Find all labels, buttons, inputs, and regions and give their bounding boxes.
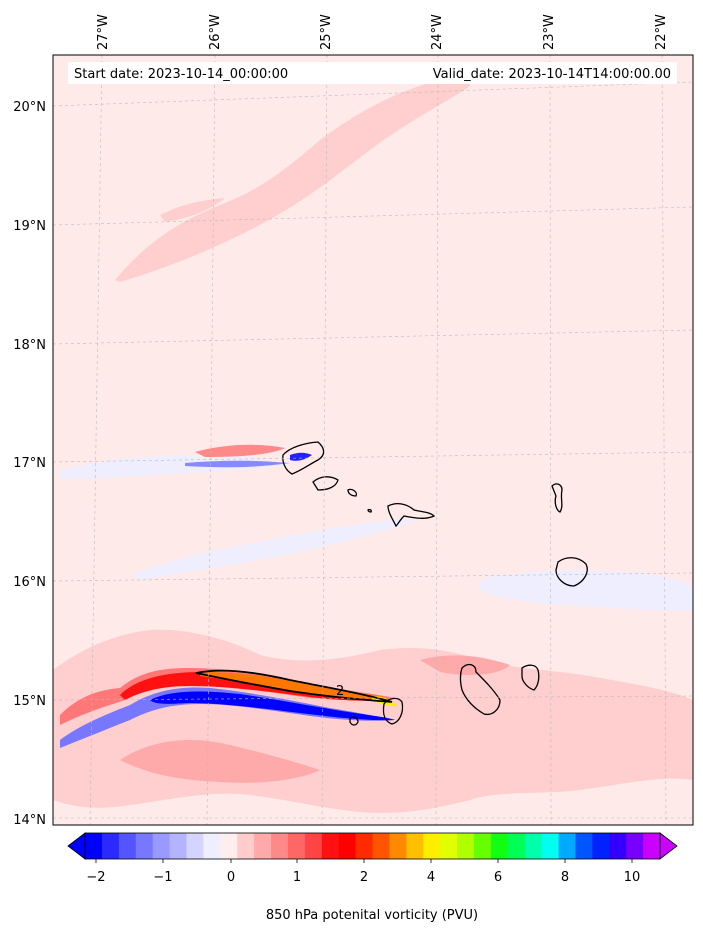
colorbar-segment [541, 833, 560, 859]
lat-label: 20°N [13, 100, 46, 115]
colorbar-segment [423, 833, 441, 859]
island-santa-luzia [347, 488, 358, 497]
colorbar-tick-labels: −2 −1 0 1 2 4 6 8 10 [86, 870, 640, 885]
lon-label: 27°W [96, 14, 111, 50]
colorbar-ticks [95, 859, 633, 863]
island-brava [349, 716, 359, 726]
colorbar-segment [406, 833, 424, 859]
island-maio [521, 664, 540, 691]
wake-north-core-blue [290, 452, 312, 461]
lon-label: 23°W [542, 14, 557, 50]
lat-label: 14°N [13, 813, 46, 828]
pv-band-north-edge [160, 198, 225, 222]
colorbar-segment [152, 833, 171, 859]
island-boa-vista [555, 557, 588, 587]
colorbar: −2 −1 0 1 2 4 6 8 10 850 hPa potenital v… [67, 832, 678, 923]
island-santo-antao [282, 441, 325, 475]
pv-negative-patch-east [480, 570, 693, 611]
colorbar-segment [101, 833, 120, 859]
header-box [68, 62, 677, 84]
cbar-tick-label: 8 [561, 870, 569, 885]
cbar-tick-label: −1 [153, 870, 172, 885]
colorbar-segment [457, 833, 475, 859]
lat-label: 15°N [13, 694, 46, 709]
colorbar-extend-low [67, 832, 86, 860]
island-sal [551, 483, 563, 513]
map-panel: 2 [53, 55, 693, 825]
lat-label: 18°N [13, 338, 46, 353]
colorbar-segment [321, 833, 340, 859]
colorbar-segment [271, 833, 289, 859]
colorbar-segment [355, 833, 373, 859]
cbar-tick-label: 2 [360, 870, 368, 885]
pv-contour-2 [195, 669, 393, 703]
colorbar-segment [490, 833, 509, 859]
pv-negative-patch-mid [130, 518, 420, 580]
colorbar-segment [609, 833, 627, 859]
pv-region-south-medium [120, 740, 320, 783]
island-sao-nicolau [387, 503, 436, 528]
valid-date-label: Valid_date: 2023-10-14T14:00:00.00 [433, 67, 671, 82]
colorbar-segment [440, 833, 458, 859]
islands [282, 441, 588, 726]
cbar-tick-label: 6 [494, 870, 502, 885]
cbar-tick-label: 4 [427, 870, 435, 885]
colorbar-segment [389, 833, 407, 859]
island-branco [367, 508, 372, 513]
cbar-tick-label: −2 [86, 870, 105, 885]
filament-blue-outer [60, 687, 395, 748]
lon-label: 24°W [430, 14, 445, 50]
cbar-tick-label: 0 [227, 870, 235, 885]
start-date-label: Start date: 2023-10-14_00:00:00 [74, 67, 288, 82]
pv-band-north [115, 78, 470, 282]
island-sao-vicente [312, 476, 339, 491]
colorbar-segment [220, 833, 238, 859]
filament-orange [200, 672, 390, 699]
colorbar-segment [118, 833, 137, 859]
lat-label: 16°N [13, 575, 46, 590]
colorbar-segment [254, 833, 272, 859]
lat-label: 19°N [13, 219, 46, 234]
wake-north-red [195, 444, 285, 457]
colorbar-segment [558, 833, 576, 859]
lat-label: 17°N [13, 456, 46, 471]
map-frame [52, 54, 694, 826]
colorbar-segment [592, 833, 610, 859]
colorbar-frame [84, 832, 661, 860]
colorbar-segment [237, 833, 255, 859]
colorbar-label: 850 hPa potenital vorticity (PVU) [266, 908, 478, 923]
colorbar-segment [304, 833, 323, 859]
colorbar-segment [372, 833, 390, 859]
lon-label: 22°W [654, 14, 669, 50]
colorbar-segment [626, 833, 644, 859]
wake-north-blue [185, 460, 290, 468]
colorbar-segment [575, 833, 593, 859]
colorbar-segment [473, 833, 492, 859]
lon-label: 25°W [319, 14, 334, 50]
island-fogo [382, 697, 404, 725]
colorbar-segment [135, 833, 154, 859]
colorbar-extend-high [659, 832, 678, 860]
contour-label: 2 [336, 684, 344, 699]
colorbar-segment [507, 833, 526, 859]
colorbar-segment [169, 833, 187, 859]
lon-label: 26°W [208, 14, 223, 50]
colorbar-segments [85, 833, 661, 859]
colorbar-segment [85, 833, 103, 859]
colorbar-segment [338, 833, 357, 859]
island-santiago [459, 663, 501, 716]
colorbar-segment [643, 833, 661, 859]
latitude-labels: 20°N 19°N 18°N 17°N 16°N 15°N 14°N [13, 100, 46, 828]
colorbar-segment [203, 833, 221, 859]
filament-blue-core [150, 691, 395, 721]
colorbar-segment [287, 833, 306, 859]
colorbar-segment [186, 833, 204, 859]
cbar-tick-label: 1 [293, 870, 301, 885]
colorbar-segment [524, 833, 543, 859]
longitude-labels: 27°W 26°W 25°W 24°W 23°W 22°W [96, 14, 669, 50]
cbar-tick-label: 10 [624, 870, 641, 885]
gridlines [53, 55, 693, 825]
